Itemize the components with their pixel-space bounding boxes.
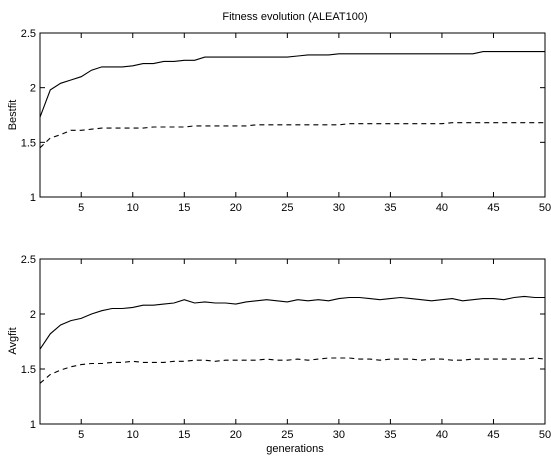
x-tick-label: 5 [78, 429, 84, 441]
solid-series-line [39, 51, 545, 118]
axes-box [39, 32, 546, 198]
x-axis-label: generations [266, 443, 324, 455]
axes-box [39, 258, 546, 425]
y-tick-label: 2 [30, 83, 36, 95]
dashed-series-line [39, 357, 546, 384]
solid-series-line [39, 295, 545, 350]
x-tick-label: 45 [487, 429, 499, 441]
y-axis-label: Avgfit [7, 327, 19, 354]
x-tick-label: 40 [436, 429, 448, 441]
chart-title: Fitness evolution (ALEAT100) [222, 11, 367, 23]
y-tick-label: 1 [30, 419, 36, 431]
x-tick-label: 10 [127, 429, 139, 441]
x-tick-label: 10 [127, 202, 139, 214]
y-tick-label: 2 [30, 309, 36, 321]
x-tick-label: 35 [384, 202, 396, 214]
x-tick-label: 15 [178, 202, 190, 214]
bestfit-panel: 1 1.5 2 2.5 5 10 15 20 25 30 35 40 45 50 Bestfit [7, 28, 551, 214]
y-tick-label: 2.5 [21, 254, 36, 266]
x-tick-label: 30 [333, 429, 345, 441]
x-tick-label: 20 [230, 202, 242, 214]
y-tick-label: 2.5 [21, 28, 36, 40]
y-tick-label: 1.5 [21, 364, 36, 376]
y-tick-label: 1 [30, 192, 36, 204]
x-tick-label: 30 [333, 202, 345, 214]
x-tick-label: 50 [539, 429, 551, 441]
x-tick-label: 15 [178, 429, 190, 441]
x-tick-label: 45 [487, 202, 499, 214]
x-tick-label: 35 [384, 429, 396, 441]
y-tick-label: 1.5 [21, 137, 36, 149]
y-axis-label: Bestfit [7, 100, 19, 131]
x-tick-label: 50 [539, 202, 551, 214]
x-tick-label: 25 [281, 202, 293, 214]
x-tick-label: 40 [436, 202, 448, 214]
x-tick-label: 5 [78, 202, 84, 214]
avgfit-panel: 1 1.5 2 2.5 5 10 15 20 25 30 35 40 45 50 Avgfit [7, 254, 551, 441]
x-tick-label: 25 [281, 429, 293, 441]
dashed-series-line [39, 122, 545, 149]
x-tick-label: 20 [230, 429, 242, 441]
